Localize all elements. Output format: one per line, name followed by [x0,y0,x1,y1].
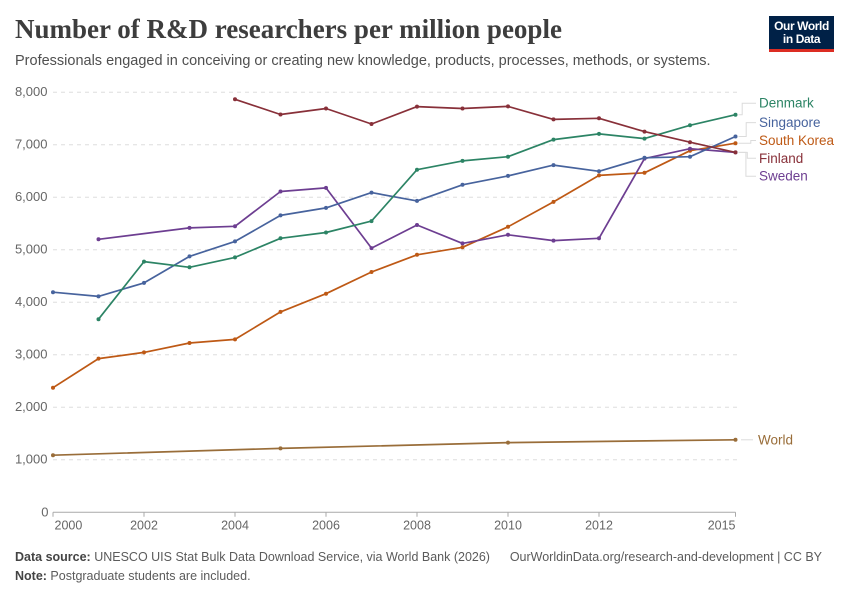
svg-text:2,000: 2,000 [15,399,48,414]
svg-text:Finland: Finland [759,151,803,166]
svg-text:4,000: 4,000 [15,294,48,309]
svg-text:2012: 2012 [585,519,613,533]
svg-text:2006: 2006 [312,519,340,533]
svg-text:2000: 2000 [55,519,83,533]
svg-text:World: World [758,432,793,447]
svg-text:Denmark: Denmark [759,96,814,111]
svg-text:6,000: 6,000 [15,189,48,204]
svg-text:2015: 2015 [708,519,736,533]
svg-text:3,000: 3,000 [15,347,48,362]
svg-text:1,000: 1,000 [15,452,48,467]
svg-text:Singapore: Singapore [759,115,821,130]
svg-text:2002: 2002 [130,519,158,533]
svg-text:Sweden: Sweden [759,169,808,184]
svg-text:South Korea: South Korea [759,133,835,148]
svg-text:7,000: 7,000 [15,137,48,152]
svg-text:2008: 2008 [403,519,431,533]
svg-text:0: 0 [41,505,48,520]
svg-text:8,000: 8,000 [15,84,48,99]
svg-text:5,000: 5,000 [15,242,48,257]
svg-text:2004: 2004 [221,519,249,533]
svg-text:2010: 2010 [494,519,522,533]
